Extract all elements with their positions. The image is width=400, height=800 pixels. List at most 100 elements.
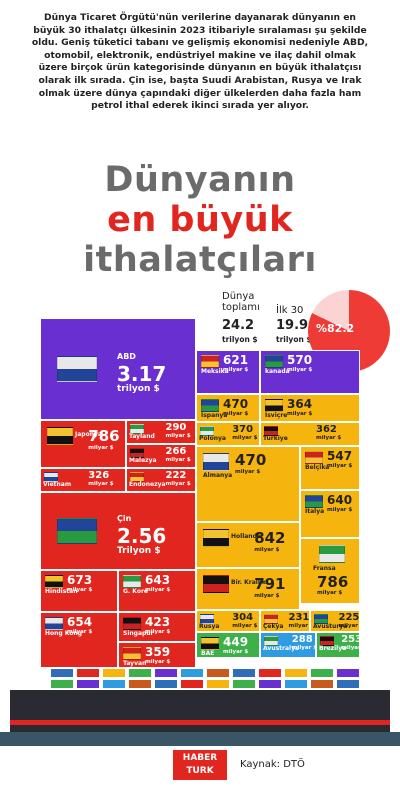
tile-value: 222 xyxy=(165,470,187,481)
tile-21: Hollanda 842 milyar $ xyxy=(196,522,300,568)
cargo-container xyxy=(50,679,74,689)
cargo-container xyxy=(232,668,256,678)
flag-icon xyxy=(57,518,97,544)
share-pie-label: %82.2 xyxy=(316,322,355,335)
tile-unit: milyar $ xyxy=(223,411,249,417)
tile-name: Hindistan xyxy=(45,588,78,595)
flag-icon xyxy=(314,614,328,624)
tile-24: Rusya 304 milyar $ xyxy=(196,610,260,632)
intro-text: Dünya Ticaret Örgütü'nün verilerine daya… xyxy=(31,12,369,112)
cargo-container xyxy=(154,679,178,689)
tile-value: 643 xyxy=(145,573,171,587)
tile-unit: milyar $ xyxy=(327,463,353,469)
tile-17: Türkiye 362 milyar $ xyxy=(260,422,360,446)
tile-name: G. Kore xyxy=(123,588,148,595)
tile-20: İtalya 640 milyar $ xyxy=(300,490,360,538)
tile-name: Çin xyxy=(117,514,132,523)
tile-value: 673 xyxy=(67,573,93,587)
title-line-2: en büyük xyxy=(107,200,293,240)
flag-icon xyxy=(200,614,214,624)
title-line-3: ithalatçıları xyxy=(83,240,317,280)
flag-icon xyxy=(264,614,278,624)
flag-icon xyxy=(203,453,229,471)
flag-icon xyxy=(319,545,345,563)
tile-name: Malezya xyxy=(129,457,157,464)
cargo-container xyxy=(284,679,308,689)
flag-icon xyxy=(201,355,219,368)
cargo-container xyxy=(336,668,360,678)
tile-value: 2.56 xyxy=(117,524,167,548)
flag-icon xyxy=(123,647,141,660)
flag-icon xyxy=(305,451,323,464)
cargo-container xyxy=(310,679,334,689)
tile-name: Hong Kong xyxy=(45,630,83,637)
flag-icon xyxy=(44,472,58,482)
tile-6: Vietnam 326 milyar $ xyxy=(40,468,126,492)
tile-14: İspanya 470 milyar $ xyxy=(196,394,260,422)
flag-icon xyxy=(264,426,278,436)
tile-2: kanada 570 milyar $ xyxy=(260,350,360,394)
source-text: Kaynak: DTÖ xyxy=(240,759,305,770)
tile-value: 449 xyxy=(223,635,249,649)
cargo-container xyxy=(154,668,178,678)
tile-name: Tayland xyxy=(129,433,155,440)
tile-3: Japonya 786 milyar $ xyxy=(40,420,126,468)
tile-name: Rusya xyxy=(199,623,220,630)
tile-unit: milyar $ xyxy=(254,547,280,553)
tile-unit: milyar $ xyxy=(341,645,360,651)
tile-unit: milyar $ xyxy=(287,367,313,373)
tile-27: BAE 449 milyar $ xyxy=(196,632,260,658)
tile-value: 423 xyxy=(145,615,171,629)
flag-icon xyxy=(47,427,73,445)
tile-unit: milyar $ xyxy=(145,629,171,635)
tile-value: 786 xyxy=(317,573,349,591)
tile-unit: milyar $ xyxy=(338,623,360,629)
cargo-container xyxy=(102,679,126,689)
tile-value: 304 xyxy=(232,612,254,623)
tile-name: Çekya xyxy=(263,623,284,630)
world-total-unit: trilyon $ xyxy=(222,335,258,344)
tile-18: Almanya 470 milyar $ xyxy=(196,446,300,522)
tile-8: Çin 2.56 Trilyon $ xyxy=(40,492,196,570)
flag-icon xyxy=(203,529,229,547)
tile-5: Malezya 266 milyar $ xyxy=(126,444,196,468)
tile-22: Fransa 786 milyar $ xyxy=(300,538,360,604)
tile-value: 786 xyxy=(88,427,120,445)
cargo-container xyxy=(102,668,126,678)
logo-line-1: HABER xyxy=(182,753,218,763)
flag-icon xyxy=(123,575,141,588)
flag-icon xyxy=(57,356,97,382)
tile-value: 266 xyxy=(165,446,187,457)
tile-unit: milyar $ xyxy=(287,411,313,417)
tile-name: BAE xyxy=(201,650,215,657)
top30-value: 19.9 xyxy=(276,318,309,333)
flag-icon xyxy=(201,399,219,412)
flag-icon xyxy=(130,472,144,482)
tile-value: 842 xyxy=(254,529,286,547)
cargo-container xyxy=(206,679,230,689)
ship-hull xyxy=(10,690,390,732)
tile-19: Belçika 547 milyar $ xyxy=(300,446,360,490)
tile-name: Japonya xyxy=(75,431,102,438)
tile-value: 225 xyxy=(338,612,360,623)
tile-name: Vietnam xyxy=(43,481,72,488)
tile-unit: milyar $ xyxy=(165,433,191,439)
cargo-container xyxy=(258,668,282,678)
tile-name: kanada xyxy=(265,368,290,375)
cargo-container xyxy=(206,668,230,678)
tile-unit: milyar $ xyxy=(67,587,93,593)
logo-line-2: TURK xyxy=(186,766,214,776)
ship-stripe xyxy=(10,720,390,725)
tile-value: 621 xyxy=(223,353,249,367)
flag-icon xyxy=(45,617,63,630)
top30-unit: trilyon $ xyxy=(276,335,312,344)
tile-name: İspanya xyxy=(201,412,228,419)
tile-value: 791 xyxy=(254,575,286,593)
tile-unit: Trilyon $ xyxy=(117,546,161,556)
flag-icon xyxy=(305,495,323,508)
tile-value: 290 xyxy=(165,422,187,433)
flag-icon xyxy=(265,399,283,412)
tile-value: 288 xyxy=(291,634,313,645)
tile-0: ABD 3.17 trilyon $ xyxy=(40,318,196,420)
